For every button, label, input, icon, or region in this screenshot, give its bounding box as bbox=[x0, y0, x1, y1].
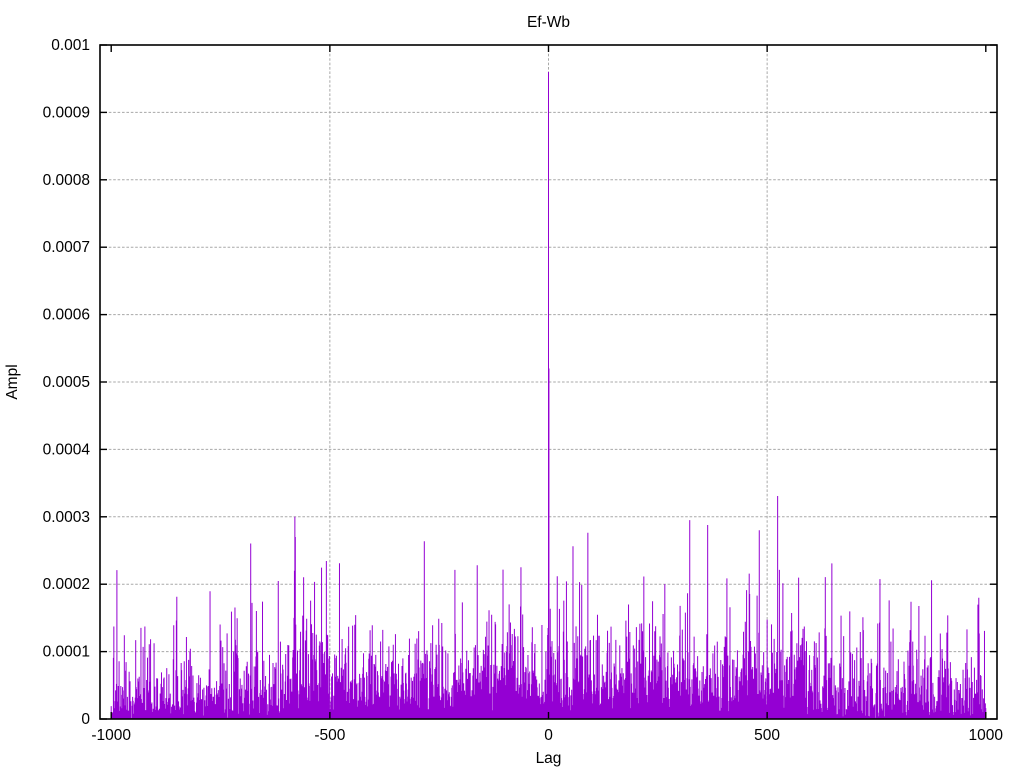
svg-text:1000: 1000 bbox=[969, 727, 1004, 744]
svg-text:Lag: Lag bbox=[536, 750, 562, 767]
svg-text:0.0008: 0.0008 bbox=[43, 172, 90, 189]
svg-text:0.0003: 0.0003 bbox=[43, 509, 90, 526]
svg-text:0: 0 bbox=[81, 711, 90, 728]
svg-text:0: 0 bbox=[544, 727, 553, 744]
svg-text:0.0001: 0.0001 bbox=[43, 644, 90, 661]
svg-text:0.0006: 0.0006 bbox=[43, 307, 90, 324]
svg-text:-1000: -1000 bbox=[91, 727, 131, 744]
svg-text:Ampl: Ampl bbox=[4, 364, 21, 399]
svg-text:0.001: 0.001 bbox=[51, 37, 90, 54]
svg-text:0.0002: 0.0002 bbox=[43, 576, 90, 593]
svg-text:0.0004: 0.0004 bbox=[43, 441, 91, 458]
svg-text:0.0005: 0.0005 bbox=[43, 374, 90, 391]
svg-text:-500: -500 bbox=[314, 727, 345, 744]
svg-text:0.0009: 0.0009 bbox=[43, 104, 90, 121]
svg-text:Ef-Wb: Ef-Wb bbox=[527, 14, 570, 31]
svg-text:500: 500 bbox=[754, 727, 780, 744]
svg-text:0.0007: 0.0007 bbox=[43, 239, 90, 256]
